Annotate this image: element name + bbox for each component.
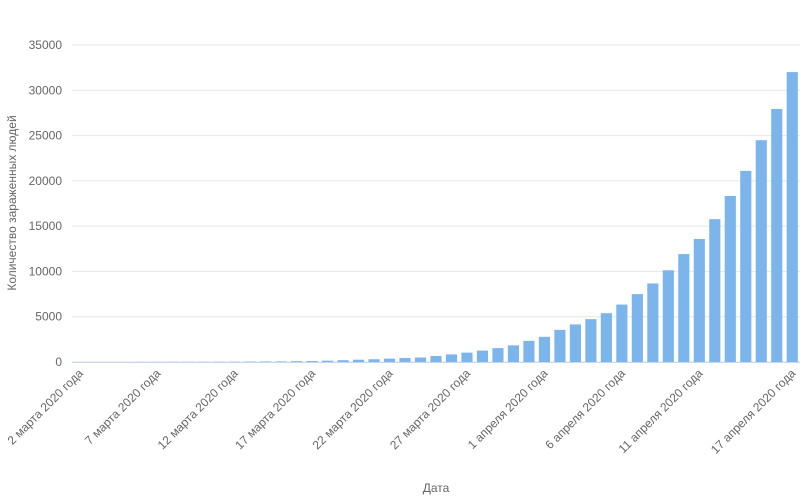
- bar: [631, 294, 643, 362]
- x-tick-label: 22 марта 2020 года: [310, 366, 396, 452]
- bar: [693, 238, 705, 362]
- bar: [399, 358, 411, 362]
- x-tick-label: 11 апреля 2020 года: [616, 366, 706, 456]
- y-tick-label: 10000: [29, 264, 63, 278]
- bar: [616, 304, 628, 362]
- bar: [414, 357, 427, 362]
- bar: [476, 350, 489, 362]
- bar: [771, 108, 783, 362]
- bar: [461, 352, 473, 362]
- y-tick-label: 15000: [29, 219, 63, 233]
- bar: [585, 319, 597, 362]
- bar: [321, 360, 334, 362]
- bar: [352, 359, 365, 362]
- y-tick-label: 25000: [29, 129, 63, 143]
- bar: [724, 196, 736, 362]
- bar: [337, 360, 349, 362]
- y-tick-label: 20000: [29, 174, 63, 188]
- bar: [445, 354, 458, 362]
- bar: [662, 270, 674, 362]
- bar: [755, 140, 767, 362]
- y-axis-title: Количество зараженных людей: [5, 115, 19, 290]
- bar: [383, 358, 396, 362]
- bar: [647, 283, 659, 362]
- y-tick-label: 5000: [35, 310, 62, 324]
- bar: [678, 254, 690, 362]
- bar: [740, 170, 752, 362]
- bar: [368, 359, 380, 362]
- bar: [554, 329, 566, 362]
- x-tick-label: 17 марта 2020 года: [232, 366, 318, 452]
- x-tick-label: 27 марта 2020 года: [387, 366, 473, 452]
- bar: [260, 361, 272, 362]
- x-tick-label: 1 апреля 2020 года: [465, 366, 551, 452]
- bar: [538, 336, 551, 362]
- x-tick-label: 12 марта 2020 года: [155, 366, 241, 452]
- bar: [569, 324, 581, 362]
- bar: [275, 361, 287, 362]
- bar: [523, 340, 535, 362]
- x-tick-label: 6 апреля 2020 года: [542, 366, 628, 452]
- bar: [709, 219, 721, 362]
- x-tick-label: 2 марта 2020 года: [5, 366, 87, 448]
- bar: [430, 356, 442, 362]
- x-tick-label: 7 марта 2020 года: [82, 366, 164, 448]
- bar: [291, 361, 303, 362]
- x-tick-label: 17 апреля 2020 года: [708, 366, 799, 457]
- bar: [306, 360, 318, 362]
- bar: [786, 72, 798, 362]
- bar: [600, 313, 612, 362]
- y-tick-label: 30000: [29, 83, 63, 97]
- bar: [507, 345, 520, 362]
- bar: [492, 348, 504, 362]
- x-axis-title: Дата: [423, 481, 450, 495]
- y-tick-label: 0: [55, 355, 62, 369]
- y-tick-label: 35000: [29, 38, 63, 52]
